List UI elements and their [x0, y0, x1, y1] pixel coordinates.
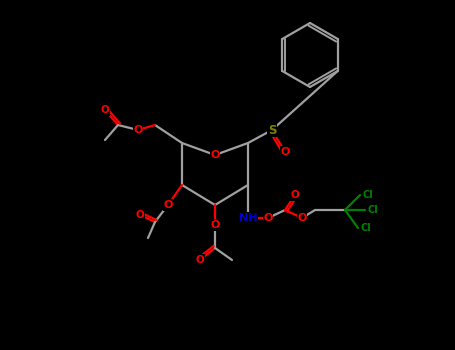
Text: O: O	[291, 190, 299, 200]
Text: O: O	[263, 213, 273, 223]
Text: O: O	[101, 105, 109, 115]
Text: O: O	[280, 147, 290, 157]
Text: Cl: Cl	[361, 223, 371, 233]
Text: O: O	[163, 200, 173, 210]
Text: S: S	[268, 124, 276, 136]
Text: Cl: Cl	[363, 190, 374, 200]
Text: NH: NH	[239, 213, 257, 223]
Text: O: O	[196, 255, 204, 265]
Text: O: O	[210, 220, 220, 230]
Text: O: O	[210, 150, 220, 160]
Text: Cl: Cl	[368, 205, 379, 215]
Text: O: O	[297, 213, 307, 223]
Text: O: O	[136, 210, 144, 220]
Text: O: O	[133, 125, 143, 135]
